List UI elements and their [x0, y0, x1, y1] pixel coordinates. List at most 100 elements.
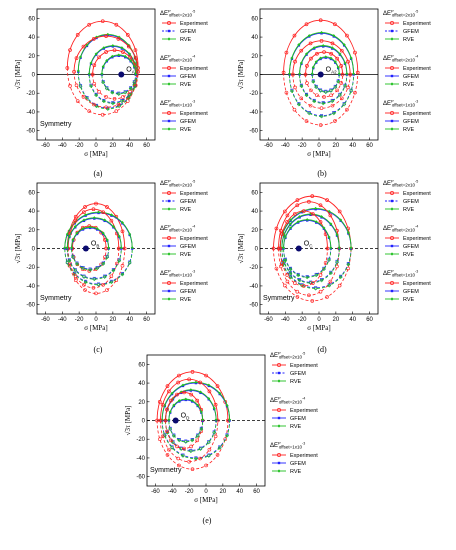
mirror-point: [194, 456, 198, 460]
legend: ΔEP offset=2x10-5 Experiment GFEM RVE ΔEP offs…: [160, 9, 208, 134]
mirror-point: [183, 439, 188, 444]
legend-marker: [390, 21, 394, 25]
data-point: [322, 226, 326, 230]
data-point: [339, 48, 344, 53]
y-tick-label: -40: [249, 110, 258, 116]
mirror-point: [175, 444, 179, 449]
legend-label: GFEM: [180, 29, 196, 35]
data-point: [308, 41, 313, 46]
y-tick-label: 20: [251, 228, 258, 234]
data-point: [218, 391, 222, 395]
mirror-point: [189, 444, 193, 449]
origin-point: [172, 417, 179, 424]
data-point: [314, 60, 318, 64]
data-point: [114, 22, 119, 27]
data-point: [333, 60, 337, 64]
data-point: [289, 218, 293, 222]
mirror-point: [81, 266, 85, 271]
x-tick-label: 20: [110, 317, 117, 323]
mirror-point: [311, 281, 315, 285]
legend-marker: [167, 127, 171, 131]
data-point: [213, 402, 218, 407]
data-point: [94, 52, 98, 56]
mirror-point: [349, 88, 353, 92]
legend-label: Experiment: [290, 363, 318, 369]
data-point: [128, 55, 132, 60]
data-point: [271, 246, 276, 251]
mirror-point: [102, 275, 107, 279]
legend-label: RVE: [403, 297, 415, 303]
data-point: [122, 246, 127, 251]
data-point: [94, 201, 98, 206]
data-point: [76, 69, 80, 73]
yield-locus-lower: [92, 74, 137, 100]
legend-group-title: ΔEP offset=2x10-4: [160, 224, 195, 233]
mirror-point: [75, 99, 80, 103]
chart-panel-3: -60 -40 -20 0 20 40 60 -60 -40 -20 0 20 40 60 σ [MPa] √…: [14, 179, 208, 355]
data-point: [299, 61, 303, 65]
mirror-point: [212, 430, 216, 434]
mirror-point: [223, 437, 228, 441]
mirror-point: [104, 95, 108, 99]
y-tick-label: 20: [28, 228, 35, 234]
data-point: [335, 233, 339, 237]
yield-locus-lower: [101, 75, 137, 95]
legend-label: GFEM: [180, 199, 196, 205]
mirror-point: [195, 438, 199, 443]
y-axis-label: √3τ [MPa]: [14, 60, 22, 90]
data-point: [107, 246, 111, 250]
legend-label: RVE: [180, 207, 192, 213]
legend-label: RVE: [403, 127, 415, 133]
data-point: [190, 369, 195, 374]
x-tick-label: -20: [75, 317, 84, 323]
legend-marker: [390, 74, 394, 78]
x-tick-label: 60: [143, 317, 150, 323]
legend-label: Experiment: [180, 66, 208, 72]
data-point: [190, 399, 194, 403]
mirror-point: [274, 266, 279, 271]
mirror-point: [101, 261, 106, 266]
legend-label: GFEM: [403, 244, 419, 250]
data-point: [348, 72, 353, 77]
yield-locus-lower: [71, 248, 110, 270]
data-point: [310, 194, 315, 198]
legend: ΔEP offset=2x10-5 Experiment GFEM RVE ΔEP offs…: [383, 9, 431, 134]
mirror-point: [297, 278, 302, 283]
mirror-point: [91, 285, 96, 290]
mirror-point: [290, 89, 294, 93]
legend-label: GFEM: [403, 199, 419, 205]
mirror-point: [104, 86, 109, 91]
mirror-point: [328, 271, 333, 276]
data-point: [120, 229, 125, 234]
legend-marker: [167, 289, 171, 293]
mirror-point: [314, 273, 319, 278]
mirror-point: [190, 438, 195, 443]
mirror-point: [182, 446, 186, 451]
legend-label: GFEM: [180, 119, 196, 125]
mirror-point: [323, 90, 328, 95]
legend-marker: [390, 281, 394, 285]
mirror-point: [212, 430, 217, 435]
mirror-point: [288, 267, 293, 272]
mirror-point: [343, 83, 347, 87]
yield-locus-lower: [283, 249, 332, 278]
mirror-point: [117, 91, 121, 95]
x-axis-label: σ [MPa]: [307, 324, 330, 332]
yield-locus-lower: [77, 72, 138, 110]
legend-label: RVE: [180, 252, 192, 258]
y-tick-label: -60: [249, 129, 258, 135]
mirror-point: [71, 254, 75, 258]
legend-marker: [277, 424, 281, 428]
legend-marker: [390, 111, 394, 115]
legend-marker: [390, 252, 394, 256]
data-point: [298, 72, 302, 76]
mirror-point: [100, 112, 105, 117]
mirror-point: [128, 89, 132, 94]
yield-locus-upper: [299, 45, 348, 74]
data-point: [352, 72, 356, 76]
legend-label: RVE: [403, 37, 415, 43]
data-point: [289, 226, 293, 230]
mirror-point: [109, 274, 114, 279]
mirror-point: [179, 447, 184, 451]
